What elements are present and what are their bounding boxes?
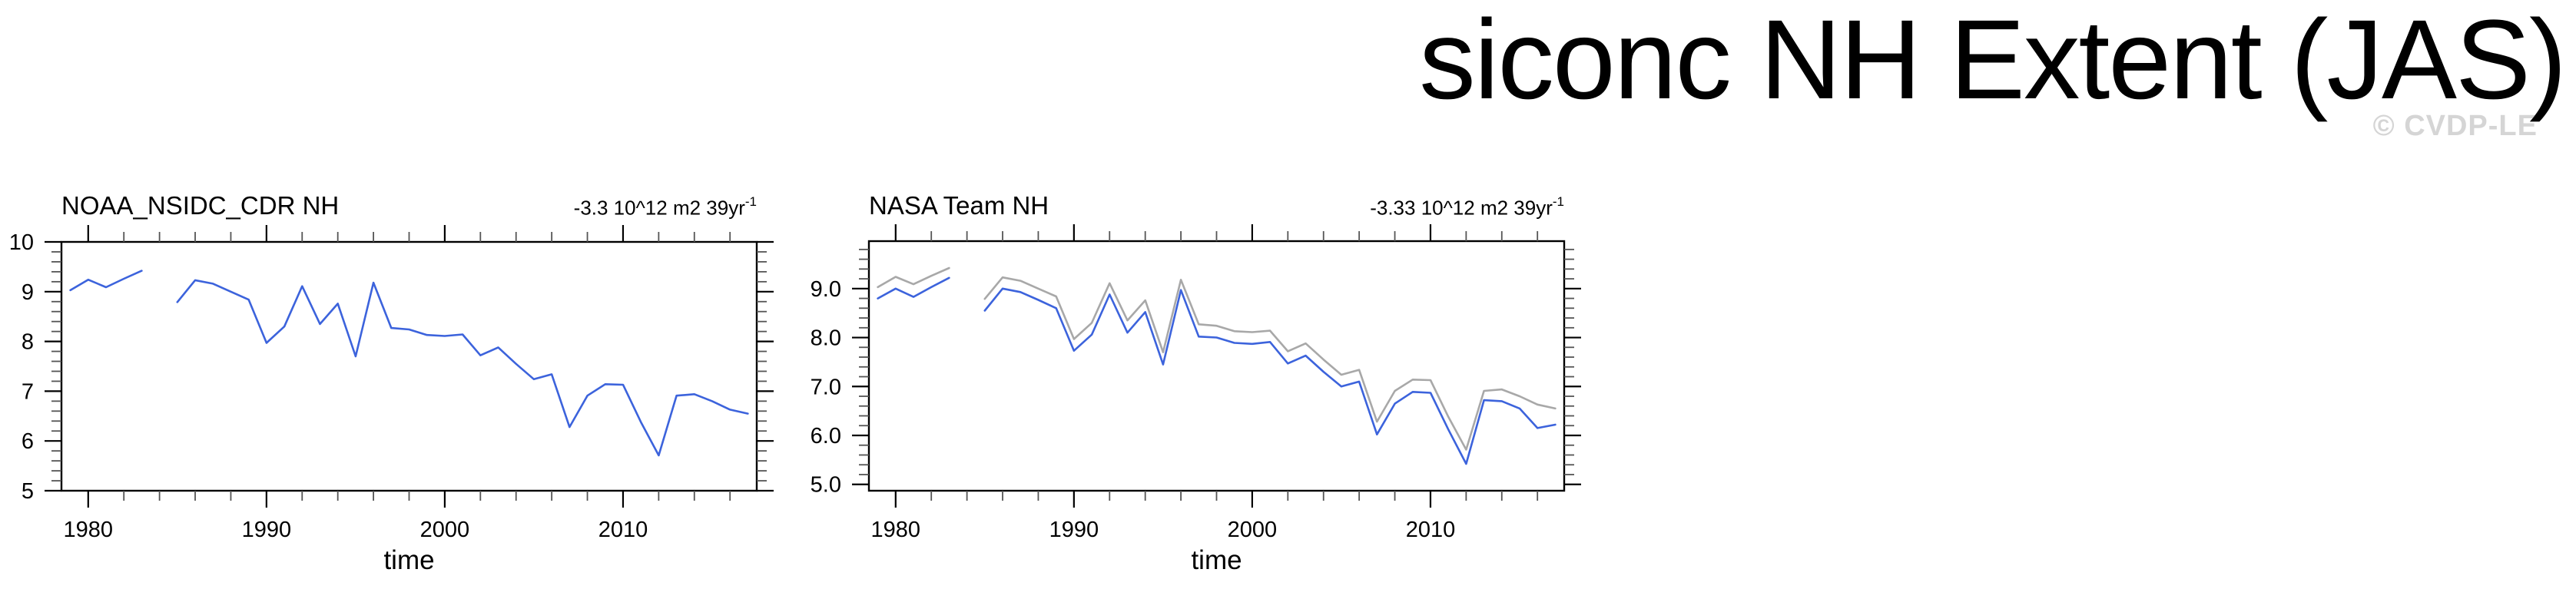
right-chart-trend-annotation: -3.33 10^12 m2 39yr-1 [869,194,1564,220]
left-trend-text: -3.3 10^12 m2 39yr [573,196,745,220]
y-tick-label: 7.0 [811,375,841,399]
series-line-noaa-nsidc-cdr [69,270,143,292]
y-tick-label: 8 [22,330,34,355]
x-tick-label: 2000 [1228,518,1278,542]
cvdp-watermark: © CVDP-LE [2372,110,2538,142]
series-line-noaa-nsidc-cdr [176,279,749,457]
y-tick-label: 10 [9,230,34,255]
series-line-nasa-team [983,287,1557,465]
left-chart-x-axis-title: time [383,545,435,575]
left-trend-superscript: -1 [744,194,757,209]
x-tick-label: 1990 [1049,518,1099,542]
y-tick-label: 8.0 [811,326,841,351]
x-tick-label: 2000 [420,518,470,542]
right-chart-x-axis-title: time [1191,545,1242,575]
x-tick-label: 2010 [1406,518,1456,542]
y-tick-label: 7 [22,379,34,404]
y-tick-label: 9.0 [811,277,841,302]
left-chart-title: NOAA_NSIDC_CDR NH [61,191,340,220]
series-line-nasa-team [877,276,950,300]
y-tick-label: 6 [22,429,34,454]
chart-0-plot-border [60,240,758,492]
x-tick-label: 1980 [64,518,114,542]
x-tick-label: 1990 [242,518,292,542]
right-trend-text: -3.33 10^12 m2 39yr [1370,196,1553,220]
y-tick-label: 5.0 [811,473,841,498]
main-title: siconc NH Extent (JAS) [1419,0,2567,123]
series-line-noaa-nsidc-cdr [983,276,1557,451]
series-line-noaa-nsidc-cdr [877,266,950,289]
x-tick-label: 2010 [598,518,648,542]
y-tick-label: 6.0 [811,424,841,448]
y-tick-label: 5 [22,479,34,504]
x-tick-label: 1980 [871,518,921,542]
y-tick-label: 9 [22,280,34,305]
right-chart-title: NASA Team NH [869,191,1049,220]
right-trend-superscript: -1 [1552,194,1564,209]
left-chart-trend-annotation: -3.3 10^12 m2 39yr-1 [61,194,757,220]
